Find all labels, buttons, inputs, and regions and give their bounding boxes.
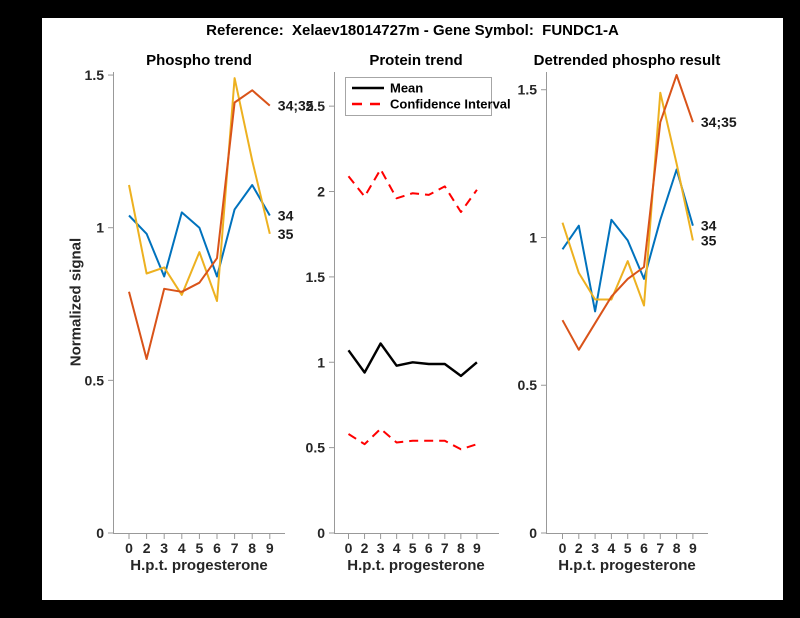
x-tick-label: 3 [160,540,168,556]
x-tick-label: 5 [196,540,204,556]
x-axis-label-protein: H.p.t. progesterone [347,557,485,574]
y-tick-label: 1 [317,354,325,370]
y-tick-label: 0.5 [306,440,326,456]
x-tick-label: 8 [457,540,465,556]
figure-title: Reference: Xelaev18014727m - Gene Symbol… [206,22,619,39]
series-end-label-34-35: 34;35 [278,98,314,114]
y-tick-label: 1 [529,229,537,245]
x-tick-label: 0 [559,540,567,556]
panel-title-protein-trend: Protein trend [369,52,463,69]
x-tick-label: 4 [178,540,186,556]
series-line-34-35 [128,89,271,360]
series-end-label-35: 35 [278,226,294,242]
x-tick-label: 6 [425,540,433,556]
x-tick-label: 3 [591,540,599,556]
x-tick-label: 3 [377,540,385,556]
series-line-34 [561,168,694,313]
y-tick-label: 1.5 [518,82,538,98]
x-tick-label: 4 [393,540,401,556]
x-tick-label: 6 [213,540,221,556]
y-tick-label: 2.5 [306,98,326,114]
x-tick-label: 2 [143,540,151,556]
legend-box [345,77,492,116]
x-tick-label: 0 [125,540,133,556]
x-tick-label: 8 [248,540,256,556]
x-tick-label: 5 [409,540,417,556]
x-tick-label: 8 [673,540,681,556]
legend-label-mean: Mean [390,81,423,96]
y-axis-label: Normalized signal [67,237,85,367]
series-end-label-34: 34 [278,207,294,223]
y-tick-label: 0.5 [518,377,538,393]
x-tick-label: 9 [689,540,697,556]
series-line-34-35 [561,74,694,351]
x-tick-label: 6 [640,540,648,556]
series-end-label-35: 35 [701,232,717,248]
x-tick-label: 9 [473,540,481,556]
panel-title-phospho-trend: Phospho trend [146,52,252,69]
series-line-confidence-interval-lower [347,427,478,451]
x-tick-label: 7 [441,540,449,556]
series-end-label-34-35: 34;35 [701,114,737,130]
x-tick-label: 0 [345,540,353,556]
y-tick-label: 0 [529,525,537,541]
series-end-label-34: 34 [701,218,717,234]
y-tick-label: 1.5 [85,67,105,83]
x-tick-label: 7 [231,540,239,556]
x-tick-label: 9 [266,540,274,556]
y-tick-label: 0.5 [85,372,105,388]
y-tick-label: 1.5 [306,269,326,285]
x-tick-label: 5 [624,540,632,556]
y-tick-label: 0 [96,525,104,541]
series-line-confidence-interval-upper [347,168,478,213]
x-tick-label: 2 [575,540,583,556]
y-tick-label: 2 [317,184,325,200]
series-line-34 [128,184,271,278]
x-axis-label-detrended: H.p.t. progesterone [558,557,696,574]
x-tick-label: 2 [361,540,369,556]
series-line-mean [347,342,478,378]
series-line-35 [128,77,271,302]
x-axis-label-phospho: H.p.t. progesterone [130,557,268,574]
series-line-35 [561,91,694,307]
panel-title-detrended-phospho-result: Detrended phospho result [533,52,721,69]
x-tick-label: 4 [608,540,616,556]
y-tick-label: 0 [317,525,325,541]
y-tick-label: 1 [96,220,104,236]
x-tick-label: 7 [656,540,664,556]
legend-label-confidence-interval: Confidence Interval [390,97,511,112]
